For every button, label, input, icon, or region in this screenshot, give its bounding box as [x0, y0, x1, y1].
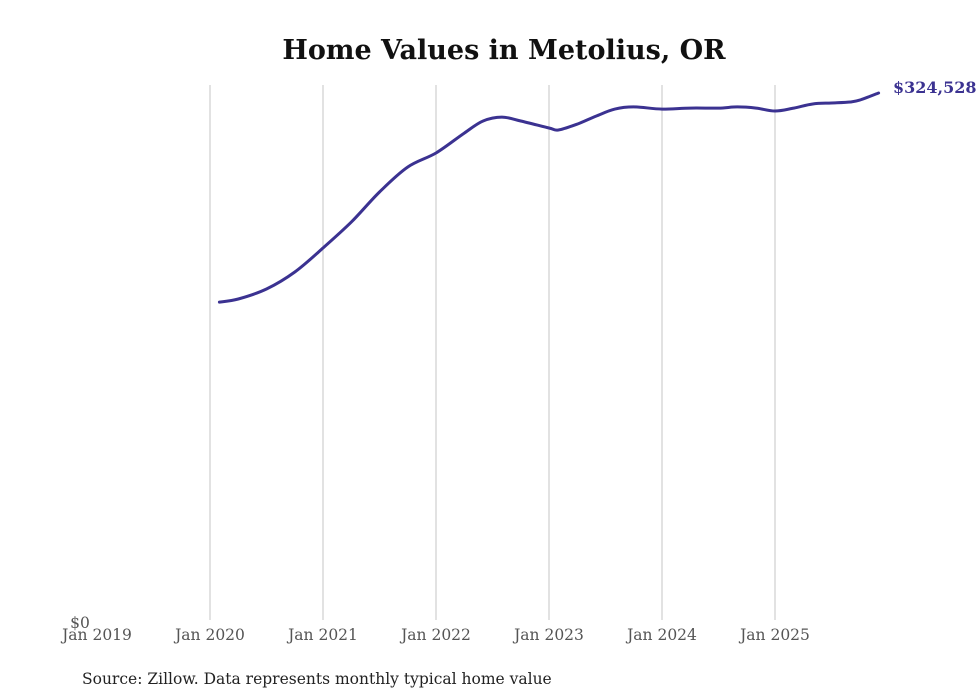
source-note: Source: Zillow. Data represents monthly …: [82, 670, 552, 688]
x-tick-label: Jan 2020: [173, 626, 245, 644]
x-tick-label: Jan 2023: [512, 626, 584, 644]
end-value-label: $324,528: [893, 78, 977, 97]
gridlines: [209, 85, 776, 620]
y-tick-label: $0: [70, 614, 90, 632]
x-tick-label: Jan 2019: [60, 626, 132, 644]
x-tick-label: Jan 2024: [625, 626, 697, 644]
x-axis-ticks: Jan 2019 Jan 2020 Jan 2021 Jan 2022 Jan 2023…: [60, 626, 810, 644]
chart-title: Home Values in Metolius, OR: [282, 35, 726, 66]
x-tick-label: Jan 2022: [399, 626, 471, 644]
x-tick-label: Jan 2025: [738, 626, 810, 644]
x-tick-label: Jan 2021: [286, 626, 358, 644]
series-line: [217, 91, 881, 304]
